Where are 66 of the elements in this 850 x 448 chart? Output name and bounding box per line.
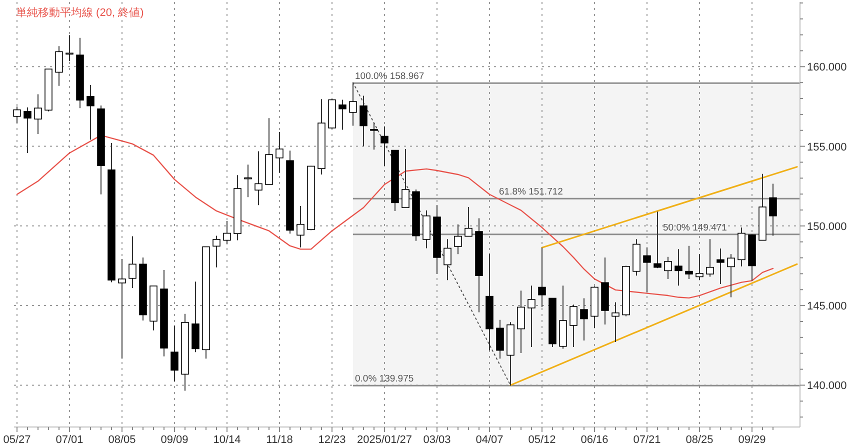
- candlestick: [685, 245, 693, 280]
- candlestick: [212, 235, 220, 268]
- candlestick: [674, 248, 682, 286]
- candlestick: [444, 238, 452, 281]
- candlestick: [570, 304, 578, 348]
- candlestick: [464, 206, 472, 237]
- x-tick-label: 11/18: [266, 434, 293, 446]
- y-tick-label: 140.000: [807, 380, 847, 392]
- candlestick: [654, 211, 662, 269]
- ref-label: 61.8% 151.712: [499, 186, 563, 198]
- candlestick: [349, 82, 357, 126]
- candlestick: [696, 254, 704, 281]
- x-tick-label: 12/23: [318, 434, 346, 446]
- candlestick: [118, 258, 126, 360]
- y-tick-label: 145.000: [807, 300, 847, 313]
- candlestick: [528, 285, 536, 348]
- y-tick-label: 150.000: [807, 220, 847, 233]
- x-tick-label: 03/03: [423, 434, 451, 446]
- ref-label: 50.0% 149.471: [663, 222, 727, 234]
- x-tick-label: 08/25: [686, 434, 714, 446]
- legend: 単純移動平均線 (20, 終値): [16, 7, 144, 19]
- x-tick-label: 2025/01/27: [356, 434, 412, 446]
- x-tick-label: 04/07: [476, 434, 504, 446]
- x-tick-label: 07/21: [633, 434, 661, 446]
- candlestick: [454, 224, 462, 255]
- x-tick-label: 09/29: [738, 434, 766, 446]
- candlestick: [338, 99, 346, 130]
- candlestick: [276, 131, 284, 174]
- candlestick: [422, 210, 430, 249]
- y-tick-label: 155.000: [807, 141, 847, 154]
- x-tick-label: 05/27: [3, 434, 31, 446]
- y-tick-label: 160.000: [807, 62, 847, 74]
- x-tick-label: 05/12: [528, 434, 556, 446]
- x-tick-label: 07/01: [56, 434, 84, 446]
- candlestick: [517, 290, 525, 354]
- candlestick: [612, 302, 620, 343]
- candlestick: [727, 254, 735, 298]
- candlestick: [86, 84, 94, 140]
- candlestick: [24, 106, 32, 154]
- candlestick: [170, 324, 178, 382]
- candlestick: [66, 34, 74, 62]
- candlestick: [716, 248, 724, 285]
- candlestick: [706, 238, 714, 278]
- candlestick: [664, 256, 672, 280]
- candlestick: [254, 150, 262, 206]
- candlestick: [360, 95, 368, 147]
- candlestick: [34, 94, 42, 135]
- candlestick: [128, 236, 136, 289]
- candlestick: [55, 46, 63, 86]
- candlestick: [402, 148, 410, 208]
- candlestick: [538, 247, 546, 308]
- candlestick: [643, 246, 651, 293]
- candlestick: [296, 206, 304, 248]
- candlestick: [496, 319, 504, 360]
- candlestick: [769, 183, 777, 236]
- candlestick: [370, 122, 378, 150]
- candlestick: [223, 220, 231, 245]
- x-tick-label: 06/16: [580, 434, 608, 446]
- ref-label: 0.0% 139.975: [355, 374, 414, 385]
- ref-label: 100.0% 158.967: [355, 71, 424, 82]
- x-tick-label: 09/09: [160, 434, 188, 446]
- x-tick-label: 08/05: [108, 434, 136, 446]
- candlestick: [580, 298, 588, 341]
- x-tick-label: 10/14: [213, 434, 241, 446]
- candlestick: [13, 106, 21, 124]
- candlestick: [380, 126, 388, 167]
